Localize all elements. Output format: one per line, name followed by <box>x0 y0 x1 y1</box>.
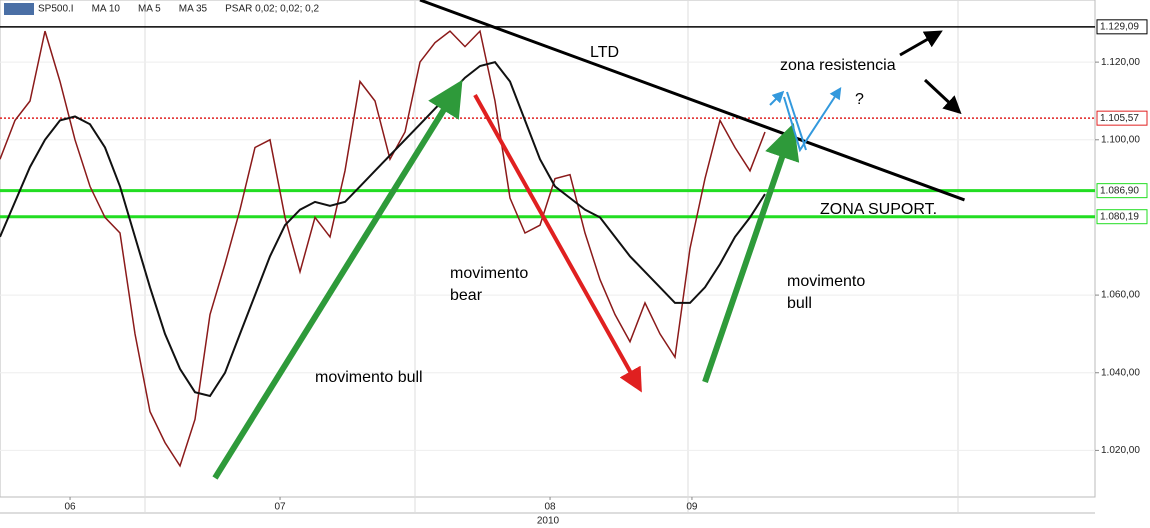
y-tick-label: 1.060,00 <box>1101 290 1140 301</box>
arrow-bull <box>212 79 463 480</box>
annotation: movimento <box>787 273 865 290</box>
arrow-projection <box>786 91 807 151</box>
level-label-box <box>1096 19 1148 35</box>
legend-entry: SP500.I <box>38 4 74 15</box>
annotation: zona resistencia <box>780 57 896 74</box>
arrow-projection <box>769 90 785 106</box>
legend-entry: MA 10 <box>92 4 121 15</box>
level-label-box <box>1096 183 1148 199</box>
trendline-ltd <box>419 0 966 202</box>
level-label: 1.129,09 <box>1100 21 1139 32</box>
legend-entry: PSAR 0,02; 0,02; 0,2 <box>225 4 319 15</box>
arrow-down <box>923 78 962 115</box>
series-line <box>0 29 766 468</box>
annotation: ? <box>855 91 864 108</box>
annotation: bull <box>787 295 812 312</box>
legend-entry: MA 35 <box>179 4 208 15</box>
annotation: movimento <box>450 265 528 282</box>
y-tick-label: 1.040,00 <box>1101 367 1140 378</box>
annotation: bear <box>450 287 483 304</box>
legend-entry: MA 5 <box>138 4 161 15</box>
level-label-box <box>1096 209 1148 225</box>
annotation: LTD <box>590 44 619 61</box>
x-tick-label: 08 <box>544 502 556 513</box>
annotation: movimento bull <box>315 369 423 386</box>
series-line <box>0 60 766 398</box>
arrow-up <box>899 30 943 57</box>
y-tick-label: 1.120,00 <box>1101 57 1140 68</box>
y-tick-label: 1.020,00 <box>1101 445 1140 456</box>
arrow-projection <box>783 86 842 153</box>
level-label: 1.086,90 <box>1100 185 1139 196</box>
level-label: 1.105,57 <box>1100 113 1139 124</box>
arrow-bear <box>473 94 642 393</box>
arrow-bull <box>702 122 800 383</box>
x-tick-label: 09 <box>686 502 698 513</box>
x-tick-label: 07 <box>274 502 286 513</box>
logo <box>4 3 34 15</box>
level-label-box <box>1096 110 1148 126</box>
level-label: 1.080,19 <box>1100 211 1139 222</box>
year-label: 2010 <box>537 516 560 527</box>
x-tick-label: 06 <box>64 502 76 513</box>
annotation: ZONA SUPORT. <box>820 201 937 218</box>
y-tick-label: 1.100,00 <box>1101 134 1140 145</box>
plot-frame <box>0 0 1096 498</box>
